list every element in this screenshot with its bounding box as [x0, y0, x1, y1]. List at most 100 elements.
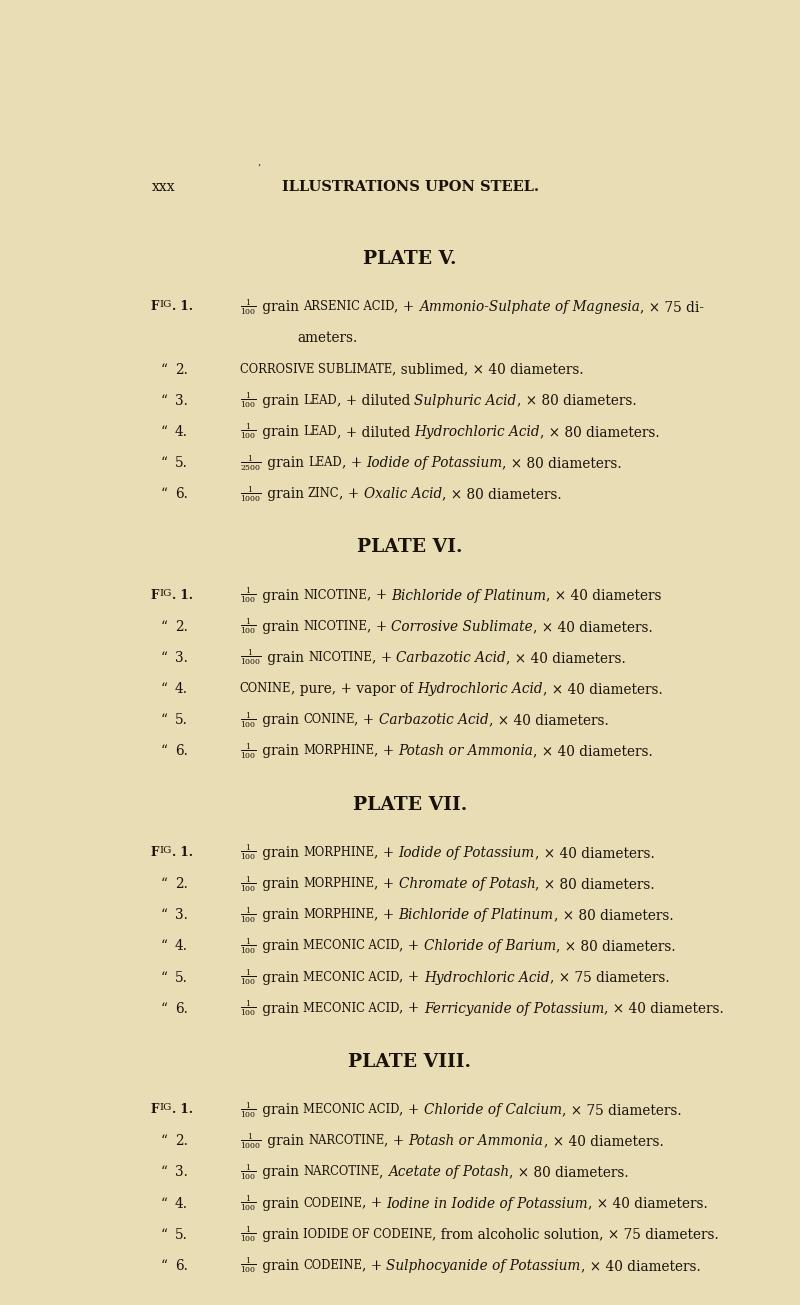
Text: grain: grain — [258, 1259, 303, 1272]
Text: . 1.: . 1. — [171, 300, 193, 313]
Text: NICOTINE: NICOTINE — [303, 620, 366, 633]
Text: grain: grain — [262, 455, 308, 470]
Text: grain: grain — [258, 1165, 303, 1180]
Text: “: “ — [161, 1002, 168, 1015]
Text: , × 40 diameters.: , × 40 diameters. — [506, 651, 626, 666]
Text: Hydrochloric Acid: Hydrochloric Acid — [424, 971, 550, 984]
Text: 3.: 3. — [175, 651, 188, 666]
Text: , +: , + — [394, 300, 419, 315]
Text: , +: , + — [399, 1002, 424, 1015]
Text: MECONIC ACID: MECONIC ACID — [303, 1103, 399, 1116]
Text: Acetate of Potash: Acetate of Potash — [388, 1165, 509, 1180]
Text: “: “ — [161, 1197, 168, 1211]
Text: ameters.: ameters. — [297, 331, 358, 346]
Text: $\frac{1}{100}$: $\frac{1}{100}$ — [239, 843, 256, 863]
Text: IG: IG — [159, 300, 171, 309]
Text: 4.: 4. — [175, 1197, 188, 1211]
Text: “: “ — [161, 877, 168, 891]
Text: , +: , + — [374, 744, 398, 758]
Text: “: “ — [161, 1228, 168, 1242]
Text: LEAD: LEAD — [303, 394, 337, 407]
Text: PLATE VI.: PLATE VI. — [358, 539, 462, 556]
Text: Ammonio-Sulphate of Magnesia: Ammonio-Sulphate of Magnesia — [419, 300, 640, 315]
Text: “: “ — [161, 940, 168, 954]
Text: $\frac{1}{100}$: $\frac{1}{100}$ — [239, 741, 256, 761]
Text: Ferricyanide of Potassium: Ferricyanide of Potassium — [424, 1002, 604, 1015]
Text: $\frac{1}{1000}$: $\frac{1}{1000}$ — [239, 484, 262, 504]
Text: NARCOTINE: NARCOTINE — [303, 1165, 379, 1178]
Text: $\frac{1}{1000}$: $\frac{1}{1000}$ — [239, 649, 262, 667]
Text: 5.: 5. — [175, 1228, 188, 1242]
Text: “: “ — [161, 683, 168, 696]
Text: grain: grain — [258, 846, 303, 860]
Text: grain: grain — [258, 908, 303, 923]
Text: $\frac{1}{100}$: $\frac{1}{100}$ — [239, 390, 256, 410]
Text: MECONIC ACID: MECONIC ACID — [303, 971, 399, 984]
Text: IG: IG — [159, 846, 171, 855]
Text: MECONIC ACID: MECONIC ACID — [303, 1002, 399, 1015]
Text: 5.: 5. — [175, 714, 188, 727]
Text: Hydrochloric Acid: Hydrochloric Acid — [414, 425, 540, 438]
Text: , + diluted: , + diluted — [337, 425, 414, 438]
Text: MORPHINE: MORPHINE — [303, 846, 374, 859]
Text: , × 40 diameters.: , × 40 diameters. — [534, 846, 654, 860]
Text: , × 40 diameters: , × 40 diameters — [546, 589, 662, 603]
Text: Chloride of Barium: Chloride of Barium — [424, 940, 556, 954]
Text: $\frac{1}{100}$: $\frac{1}{100}$ — [239, 874, 256, 894]
Text: “: “ — [161, 744, 168, 758]
Text: grain: grain — [262, 651, 308, 666]
Text: 6.: 6. — [175, 487, 188, 501]
Text: MORPHINE: MORPHINE — [303, 877, 374, 890]
Text: ,: , — [379, 1165, 388, 1180]
Text: “: “ — [161, 651, 168, 666]
Text: Bichloride of Platinum: Bichloride of Platinum — [391, 589, 546, 603]
Text: Iodide of Potassium: Iodide of Potassium — [366, 455, 502, 470]
Text: , +: , + — [374, 908, 398, 923]
Text: , + diluted: , + diluted — [337, 394, 414, 407]
Text: F: F — [151, 1103, 159, 1116]
Text: Chloride of Calcium: Chloride of Calcium — [424, 1103, 562, 1117]
Text: $\frac{1}{100}$: $\frac{1}{100}$ — [239, 617, 256, 637]
Text: $\frac{1}{1000}$: $\frac{1}{1000}$ — [239, 1131, 262, 1151]
Text: “: “ — [161, 908, 168, 923]
Text: “: “ — [161, 971, 168, 984]
Text: , +: , + — [374, 877, 398, 891]
Text: $\frac{1}{100}$: $\frac{1}{100}$ — [239, 1255, 256, 1275]
Text: CORROSIVE SUBLIMATE: CORROSIVE SUBLIMATE — [239, 363, 392, 376]
Text: , × 80 diameters.: , × 80 diameters. — [554, 908, 674, 923]
Text: , sublimed, × 40 diameters.: , sublimed, × 40 diameters. — [392, 363, 583, 377]
Text: , × 40 diameters.: , × 40 diameters. — [543, 1134, 663, 1148]
Text: Corrosive Sublimate: Corrosive Sublimate — [391, 620, 533, 634]
Text: $\frac{1}{100}$: $\frac{1}{100}$ — [239, 906, 256, 925]
Text: , × 80 diameters.: , × 80 diameters. — [540, 425, 660, 438]
Text: grain: grain — [258, 425, 303, 438]
Text: Hydrochloric Acid: Hydrochloric Acid — [418, 683, 543, 696]
Text: , × 80 diameters.: , × 80 diameters. — [502, 455, 622, 470]
Text: 2.: 2. — [175, 877, 188, 891]
Text: NICOTINE: NICOTINE — [308, 651, 372, 664]
Text: grain: grain — [258, 300, 303, 315]
Text: “: “ — [161, 363, 168, 377]
Text: 4.: 4. — [175, 940, 188, 954]
Text: 3.: 3. — [175, 908, 188, 923]
Text: , +: , + — [362, 1259, 386, 1272]
Text: PLATE VIII.: PLATE VIII. — [349, 1053, 471, 1071]
Text: “: “ — [161, 425, 168, 438]
Text: “: “ — [161, 394, 168, 407]
Text: 2.: 2. — [175, 363, 188, 377]
Text: . 1.: . 1. — [171, 589, 193, 602]
Text: PLATE VII.: PLATE VII. — [353, 796, 467, 814]
Text: , × 75 diameters.: , × 75 diameters. — [550, 971, 670, 984]
Text: LEAD: LEAD — [308, 455, 342, 468]
Text: LEAD: LEAD — [303, 425, 337, 438]
Text: $\frac{1}{100}$: $\frac{1}{100}$ — [239, 1100, 256, 1120]
Text: , +: , + — [372, 651, 396, 666]
Text: 6.: 6. — [175, 744, 188, 758]
Text: grain: grain — [258, 1103, 303, 1117]
Text: . 1.: . 1. — [171, 846, 193, 859]
Text: PLATE V.: PLATE V. — [363, 251, 457, 268]
Text: grain: grain — [258, 1228, 303, 1242]
Text: , +: , + — [366, 589, 391, 603]
Text: grain: grain — [258, 971, 303, 984]
Text: 3.: 3. — [175, 394, 188, 407]
